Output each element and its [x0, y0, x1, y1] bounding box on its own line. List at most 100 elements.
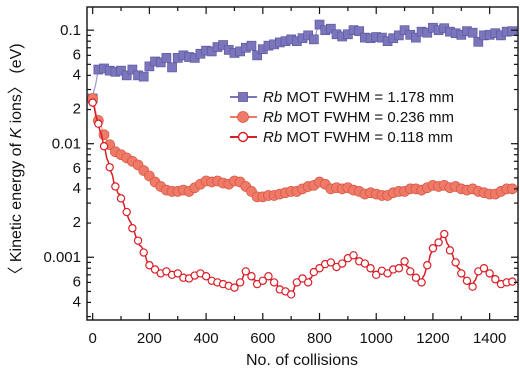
series-3-point — [451, 258, 460, 267]
series-3-point — [116, 194, 126, 203]
legend: Rb MOT FWHM = 1.178 mm Rb MOT FWHM = 0.2… — [230, 89, 454, 146]
series-3-point — [150, 265, 160, 274]
series-1-point — [161, 53, 172, 63]
series-3-point — [269, 278, 279, 287]
series-1-point — [473, 36, 484, 47]
series-3-point — [360, 259, 370, 268]
series-1-point — [252, 50, 262, 61]
series-3-point — [235, 278, 245, 287]
series-3-point — [264, 272, 273, 281]
series-3-point — [485, 269, 494, 278]
y-tick-labels: 0.001 0.01 0.1 4 6 2 4 6 2 4 6 — [43, 22, 81, 310]
y-minor-tick-label: 4 — [73, 180, 81, 197]
series-3-point — [315, 264, 324, 273]
x-tick-label: 0 — [88, 330, 96, 347]
series-3-point — [139, 248, 148, 257]
legend-label-series-2: Rb MOT FWHM = 0.236 mm — [263, 109, 454, 126]
series-3-point — [462, 276, 472, 286]
series-3-point — [94, 119, 103, 128]
series-3-point — [383, 269, 392, 278]
series-3-point — [411, 273, 421, 282]
legend-marker-series-1 — [238, 92, 248, 102]
x-axis-title: No. of collisions — [246, 352, 358, 369]
series-3-point — [457, 269, 466, 278]
series-1-point — [246, 40, 257, 51]
x-tick-label: 600 — [250, 330, 275, 347]
series-3-point — [440, 229, 449, 239]
series-3-point — [394, 264, 404, 273]
series-3-point — [286, 290, 296, 299]
legend-label-series-3-italic: Rb — [263, 129, 282, 146]
x-tick-label: 800 — [307, 330, 332, 347]
y-axis-title: 〈 Kinetic energy of K ions〉 (eV) — [8, 43, 25, 282]
series-3-point — [111, 182, 120, 191]
series-3-point — [406, 267, 415, 276]
legend-label-series-2-italic: Rb — [263, 109, 282, 126]
series-3-point — [122, 207, 131, 217]
series-3-point — [292, 278, 302, 287]
series-1-point — [467, 27, 478, 38]
series-3-point — [468, 282, 477, 291]
legend-label-series-1: Rb MOT FWHM = 1.178 mm — [263, 89, 454, 106]
series-3-point — [326, 258, 336, 267]
series-1-point — [144, 61, 155, 72]
series-3-point — [434, 238, 443, 247]
plot-series — [87, 19, 518, 299]
series-1 — [87, 19, 518, 104]
series-3-point — [491, 275, 500, 284]
series-1-point — [121, 70, 132, 81]
series-1-point — [218, 40, 228, 50]
series-1-point — [138, 71, 149, 82]
series-1-point — [326, 23, 336, 34]
x-tick-label: 400 — [194, 330, 219, 347]
series-3-point — [309, 267, 319, 277]
series-3-point — [423, 261, 432, 270]
series-3-point — [133, 236, 143, 245]
x-tick-labels: 0 200 400 600 800 1000 1200 1400 — [88, 330, 506, 347]
y-minor-tick-label: 6 — [73, 46, 81, 63]
y-minor-tick-label: 4 — [73, 66, 81, 83]
series-3-point — [241, 267, 250, 276]
series-3-point — [298, 274, 307, 283]
series-3-point — [303, 278, 313, 287]
x-tick-label: 1400 — [473, 330, 506, 347]
series-1-point — [411, 32, 421, 43]
plot-frame — [86, 6, 519, 321]
y-major-tick-label: 0.001 — [43, 249, 81, 266]
legend-label-series-3: Rb MOT FWHM = 0.118 mm — [263, 129, 453, 146]
y-major-tick-label: 0.01 — [52, 136, 81, 153]
legend-marker-series-2 — [237, 111, 249, 123]
y-axis-title-part-2: K — [8, 127, 25, 139]
series-3-point — [400, 257, 409, 266]
series-1-point — [507, 26, 518, 37]
series-3-point — [145, 261, 154, 270]
y-minor-tick-label: 2 — [73, 101, 81, 118]
series-3-point — [201, 272, 211, 281]
legend-label-series-2-rest: MOT FWHM = 0.236 mm — [282, 109, 454, 126]
series-3-point — [173, 269, 182, 278]
y-minor-tick-label: 6 — [73, 160, 81, 177]
series-3-point — [349, 251, 358, 260]
series-1-point — [127, 64, 138, 75]
series-3-point — [258, 276, 268, 286]
series-1-point — [422, 27, 433, 38]
series-3-point — [508, 277, 517, 286]
series-3-point — [372, 270, 381, 280]
legend-label-series-1-rest: MOT FWHM = 1.178 mm — [282, 89, 454, 106]
series-1-point — [167, 62, 177, 73]
series-3-point — [230, 283, 239, 292]
y-minor-tick-label: 6 — [73, 273, 81, 290]
y-axis-title-part-1: 〈 Kinetic energy of — [8, 139, 25, 283]
x-tick-label: 1000 — [360, 330, 393, 347]
series-3-point — [366, 264, 375, 273]
series-3-point — [128, 224, 137, 233]
series-3-point — [105, 163, 114, 172]
y-major-tick-label: 0.1 — [60, 22, 81, 39]
series-1-point — [314, 19, 325, 30]
series-3-point — [428, 244, 438, 253]
series-3-point — [417, 278, 426, 287]
y-axis-title-part-3: ions〉 (eV) — [8, 43, 25, 127]
series-3 — [88, 98, 517, 299]
series-3-point — [445, 246, 455, 255]
